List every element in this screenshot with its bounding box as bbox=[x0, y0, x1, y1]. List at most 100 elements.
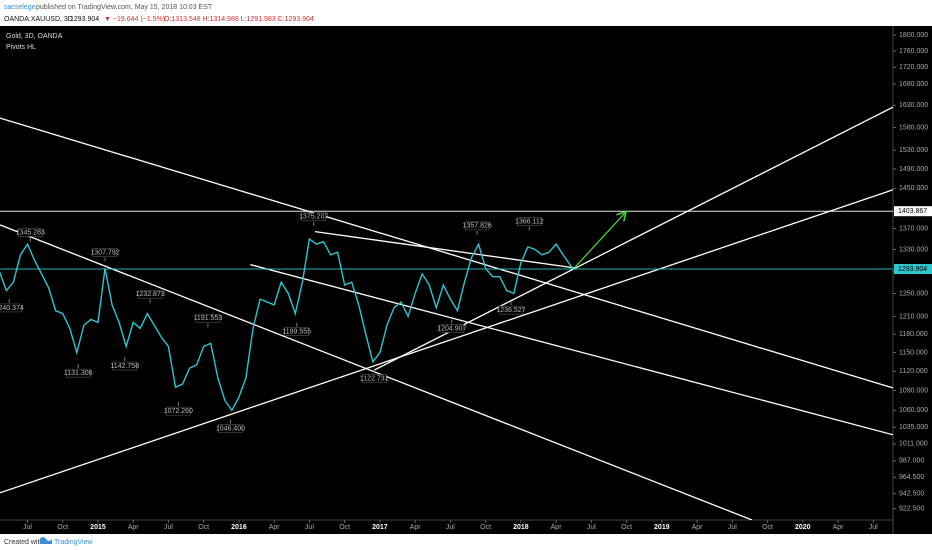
pivot-label: 1072.260 bbox=[164, 408, 193, 415]
pivot-label: 1366.112 bbox=[515, 218, 544, 225]
pivot-label: 1236.527 bbox=[496, 307, 525, 314]
x-tick-label: 2016 bbox=[231, 524, 247, 531]
trendline bbox=[0, 189, 893, 494]
y-tick-label: 1011.000 bbox=[899, 441, 928, 448]
y-tick-label: 1210.000 bbox=[899, 313, 928, 320]
y-tick-label: 1060.000 bbox=[899, 407, 928, 414]
y-tick-label: 1330.000 bbox=[899, 246, 928, 253]
x-tick-label: Oct bbox=[621, 524, 632, 531]
y-tick-label: 1800.000 bbox=[899, 32, 928, 39]
pivot-label-box bbox=[92, 248, 118, 257]
trendline bbox=[0, 224, 753, 520]
pivot-label-box bbox=[195, 314, 221, 323]
pivot-label: 1307.792 bbox=[90, 249, 119, 256]
trendline bbox=[0, 117, 893, 389]
x-tick-label: Jul bbox=[446, 524, 455, 531]
last-price: 1293.904 bbox=[70, 16, 99, 23]
price-label-box bbox=[894, 206, 932, 217]
y-tick-label: 1720.000 bbox=[899, 64, 928, 71]
y-tick-label: 1530.000 bbox=[899, 147, 928, 154]
x-tick-label: Apr bbox=[410, 524, 422, 531]
x-tick-label: Jul bbox=[23, 524, 32, 531]
y-tick-label: 1630.000 bbox=[899, 102, 928, 109]
price-line-series bbox=[0, 237, 574, 412]
price-label: 1293.904 bbox=[898, 266, 927, 273]
ohlc: O:1313.548 H:1314.988 L:1291.983 C:1293.… bbox=[164, 16, 314, 23]
footer-brand[interactable]: TradingView bbox=[54, 539, 93, 546]
x-tick-label: Jul bbox=[587, 524, 596, 531]
price-label-box bbox=[894, 264, 932, 275]
pivot-label: 1357.826 bbox=[463, 223, 492, 230]
x-tick-label: 2018 bbox=[513, 524, 529, 531]
y-tick-label: 1490.000 bbox=[899, 166, 928, 173]
change: ▼ −19.644 (−1.5%) bbox=[104, 16, 165, 23]
footer-created: Created with bbox=[4, 539, 43, 546]
x-tick-label: 2017 bbox=[372, 524, 388, 531]
pivot-label-box bbox=[301, 212, 326, 222]
y-tick-label: 942.500 bbox=[899, 490, 924, 497]
pivot-label-box bbox=[112, 361, 138, 371]
y-tick-label: 1120.000 bbox=[899, 368, 928, 375]
x-tick-label: 2020 bbox=[795, 524, 811, 531]
y-tick-label: 964.500 bbox=[899, 474, 924, 481]
y-tick-label: 1035.000 bbox=[899, 424, 928, 431]
pivot-label: 1046.400 bbox=[216, 425, 245, 432]
pivot-label: 1142.758 bbox=[110, 363, 139, 370]
x-tick-label: 2019 bbox=[654, 524, 670, 531]
y-tick-label: 1680.000 bbox=[899, 81, 928, 88]
x-tick-label: Jul bbox=[728, 524, 737, 531]
arrow bbox=[573, 213, 625, 269]
x-tick-label: Oct bbox=[339, 524, 350, 531]
author: sacselege bbox=[4, 4, 36, 11]
pivot-label: 1131.306 bbox=[64, 370, 93, 377]
x-tick-label: Oct bbox=[480, 524, 491, 531]
y-tick-label: 1760.000 bbox=[899, 48, 928, 55]
y-tick-label: 1150.000 bbox=[899, 349, 928, 356]
x-tick-label: Oct bbox=[762, 524, 773, 531]
pivot-label-box bbox=[517, 217, 542, 226]
trendline bbox=[250, 263, 893, 436]
trendline bbox=[314, 230, 575, 269]
pivot-label-box bbox=[498, 305, 524, 315]
pivot-label-box bbox=[0, 303, 22, 313]
published: published on TradingView.com, May 15, 20… bbox=[36, 4, 213, 11]
pivot-label-box bbox=[284, 327, 310, 336]
plot: 1240.374 1345.283 1131.306 1307.792 1142.758… bbox=[0, 106, 893, 520]
symbol: OANDA:XAUUSD, 3D bbox=[4, 16, 73, 23]
x-tick-label: Apr bbox=[128, 524, 140, 531]
pivot-label: 1199.555 bbox=[282, 329, 311, 336]
x-tick-label: Oct bbox=[198, 524, 209, 531]
pivot-label: 1204.907 bbox=[437, 325, 466, 332]
x-tick-label: Jul bbox=[305, 524, 314, 531]
indicator-name: Pivots HL bbox=[6, 44, 36, 51]
y-tick-label: 1250.000 bbox=[899, 290, 928, 297]
y-tick-label: 1580.000 bbox=[899, 124, 928, 131]
x-tick-label: Apr bbox=[833, 524, 845, 531]
pivot-label-box bbox=[218, 424, 243, 433]
pivot-label: 1240.374 bbox=[0, 305, 24, 312]
y-tick-label: 1180.000 bbox=[899, 331, 928, 338]
x-tick-label: Jul bbox=[869, 524, 878, 531]
axes: 1800.000 1760.000 1720.000 1680.000 1630.000… bbox=[23, 32, 932, 531]
x-tick-label: Apr bbox=[269, 524, 281, 531]
pivot-label: 1375.207 bbox=[299, 214, 328, 221]
x-tick-label: Apr bbox=[692, 524, 704, 531]
x-tick-label: Oct bbox=[57, 524, 68, 531]
price-label: 1403.867 bbox=[898, 208, 927, 215]
pivot-label: 1345.283 bbox=[16, 229, 45, 236]
pivot-label-box bbox=[464, 221, 490, 231]
pivot-label: 1232.873 bbox=[136, 291, 165, 298]
pivot-label: 1191.553 bbox=[194, 315, 223, 322]
y-tick-label: 1090.000 bbox=[899, 387, 928, 394]
brand-logo bbox=[40, 537, 52, 544]
x-tick-label: 2015 bbox=[90, 524, 106, 531]
y-tick-label: 1450.000 bbox=[899, 185, 928, 192]
chart-title: Gold, 3D, OANDA bbox=[6, 33, 63, 40]
y-tick-label: 922.500 bbox=[899, 506, 924, 513]
y-tick-label: 1370.000 bbox=[899, 225, 928, 232]
pivot-label-box bbox=[65, 368, 91, 378]
pivot-label-box bbox=[166, 406, 191, 416]
plot-background bbox=[0, 26, 932, 534]
